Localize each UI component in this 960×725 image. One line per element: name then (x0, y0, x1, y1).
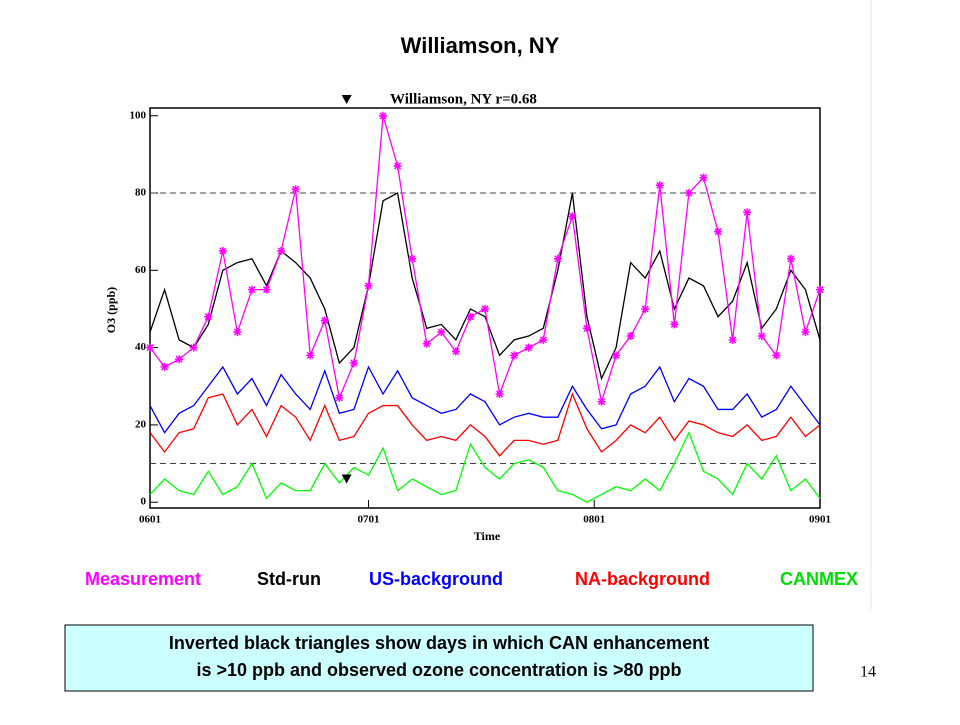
legend-entry: NA-background (575, 569, 710, 589)
asterisk-marker (320, 316, 329, 325)
asterisk-marker (437, 328, 446, 337)
asterisk-marker (786, 254, 795, 263)
asterisk-marker (816, 285, 824, 294)
y-tick-label: 80 (135, 187, 147, 199)
asterisk-marker (364, 281, 373, 290)
note-line: is >10 ppb and observed ozone concentrat… (196, 660, 681, 680)
asterisk-marker (612, 351, 621, 360)
asterisk-marker (655, 181, 664, 190)
asterisk-marker (495, 389, 504, 398)
asterisk-marker (641, 304, 650, 313)
y-tick-label: 60 (135, 264, 147, 276)
asterisk-marker (393, 161, 402, 170)
asterisk-marker (568, 212, 577, 221)
asterisk-marker (772, 351, 781, 360)
asterisk-marker (801, 328, 810, 337)
asterisk-marker (189, 343, 198, 352)
asterisk-marker (233, 328, 242, 337)
asterisk-marker (626, 332, 635, 341)
plot-frame (149, 107, 821, 509)
y-tick-label: 20 (135, 418, 147, 430)
asterisk-marker (146, 343, 154, 352)
asterisk-marker (451, 347, 460, 356)
asterisk-marker (175, 355, 184, 364)
triangle-marker (341, 95, 352, 104)
asterisk-marker (262, 285, 271, 294)
asterisk-marker (714, 227, 723, 236)
asterisk-marker (539, 335, 548, 344)
legend-entry: Std-run (257, 569, 321, 589)
inner-title: Williamson, NY r=0.68 (390, 91, 537, 107)
x-tick-label: 0901 (809, 514, 831, 526)
note-line: Inverted black triangles show days in wh… (169, 633, 709, 653)
asterisk-marker (699, 173, 708, 182)
asterisk-marker (247, 285, 256, 294)
asterisk-marker (466, 312, 475, 321)
asterisk-marker (524, 343, 533, 352)
x-tick-label: 0701 (357, 514, 379, 526)
series-line (149, 192, 821, 381)
asterisk-marker (379, 111, 388, 120)
asterisk-marker (408, 254, 417, 263)
asterisk-marker (597, 397, 606, 406)
asterisk-marker (743, 208, 752, 217)
asterisk-marker (510, 351, 519, 360)
asterisk-marker (481, 304, 489, 313)
asterisk-marker (553, 254, 562, 263)
y-axis-label: O3 (ppb) (104, 287, 118, 333)
asterisk-marker (670, 320, 679, 329)
slide-title: Williamson, NY (401, 33, 560, 58)
y-tick-label: 0 (141, 496, 147, 508)
asterisk-marker (291, 185, 300, 194)
x-tick-label: 0801 (583, 514, 605, 526)
note-box (64, 624, 814, 692)
series-line (149, 365, 821, 434)
asterisk-marker (349, 359, 358, 368)
y-tick-label: 40 (135, 341, 147, 353)
legend-entry: US-background (369, 569, 503, 589)
asterisk-marker (204, 312, 213, 321)
x-axis-label: Time (474, 529, 501, 543)
asterisk-marker (306, 351, 315, 360)
asterisk-marker (728, 335, 737, 344)
x-tick-label: 0601 (139, 514, 161, 526)
legend-entry: Measurement (85, 569, 201, 589)
asterisk-marker (422, 339, 431, 348)
asterisk-marker (757, 332, 766, 341)
asterisk-marker (684, 189, 693, 198)
asterisk-marker (160, 362, 169, 371)
asterisk-marker (277, 246, 286, 255)
series-line (149, 430, 821, 503)
asterisk-marker (582, 324, 591, 333)
triangle-marker (341, 474, 352, 484)
page-number: 14 (860, 664, 876, 681)
asterisk-marker (335, 393, 344, 402)
y-tick-label: 100 (130, 109, 147, 121)
series-line (149, 392, 821, 457)
legend-entry: CANMEX (780, 569, 858, 589)
asterisk-marker (218, 246, 227, 255)
